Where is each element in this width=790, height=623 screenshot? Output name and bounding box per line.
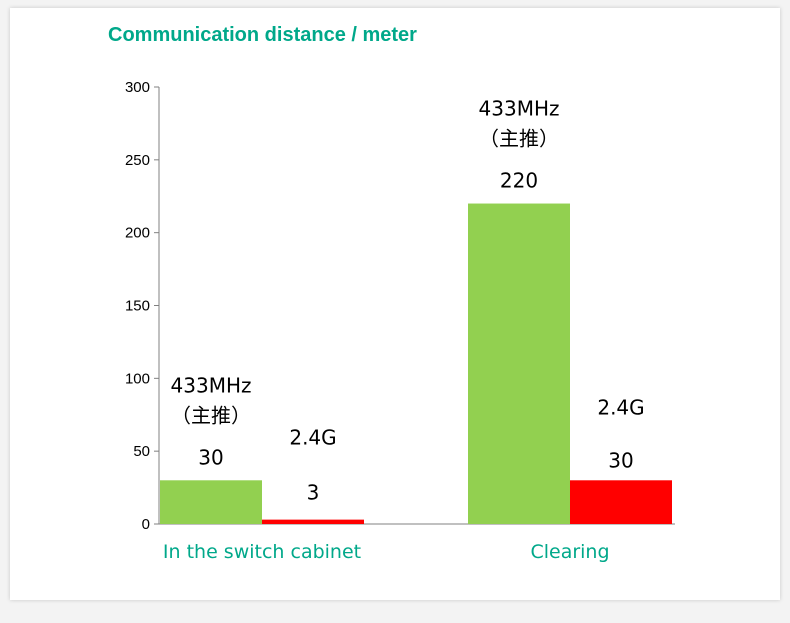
category-label: In the switch cabinet xyxy=(163,541,361,563)
y-tick-label: 100 xyxy=(125,370,150,387)
data-label-note: （主推） xyxy=(171,403,251,427)
y-tick-label: 150 xyxy=(125,298,150,315)
data-label-series: 2.4G xyxy=(597,395,644,419)
chart-title: Communication distance / meter xyxy=(108,24,417,46)
bar xyxy=(262,519,364,524)
data-label-note: （主推） xyxy=(479,127,559,151)
data-label-value: 30 xyxy=(198,445,223,469)
data-label-series: 433MHz xyxy=(479,97,560,121)
bar xyxy=(160,480,262,524)
data-labels: 30 433MHz （主推） 3 2.4G 220 433MHz （主推） 30 2.4G xyxy=(171,97,645,505)
chart-frame: Communication distance / meter 0 50 100 150… xyxy=(10,8,780,600)
bars xyxy=(160,203,672,525)
y-tick-label: 50 xyxy=(133,443,150,460)
data-label-series: 433MHz xyxy=(171,373,252,397)
data-label-value: 220 xyxy=(500,169,538,193)
y-tick-label: 300 xyxy=(125,79,150,96)
bar xyxy=(570,480,672,524)
y-tick-label: 250 xyxy=(125,152,150,169)
category-label: Clearing xyxy=(530,541,609,563)
data-label-value: 3 xyxy=(307,481,320,505)
bar-chart: Communication distance / meter 0 50 100 150… xyxy=(108,24,675,563)
y-tick-label: 0 xyxy=(142,516,150,533)
data-label-value: 30 xyxy=(608,448,633,472)
bar xyxy=(468,203,570,525)
y-tick-label: 200 xyxy=(125,225,150,242)
category-labels: In the switch cabinet Clearing xyxy=(163,541,610,563)
data-label-series: 2.4G xyxy=(289,426,336,450)
